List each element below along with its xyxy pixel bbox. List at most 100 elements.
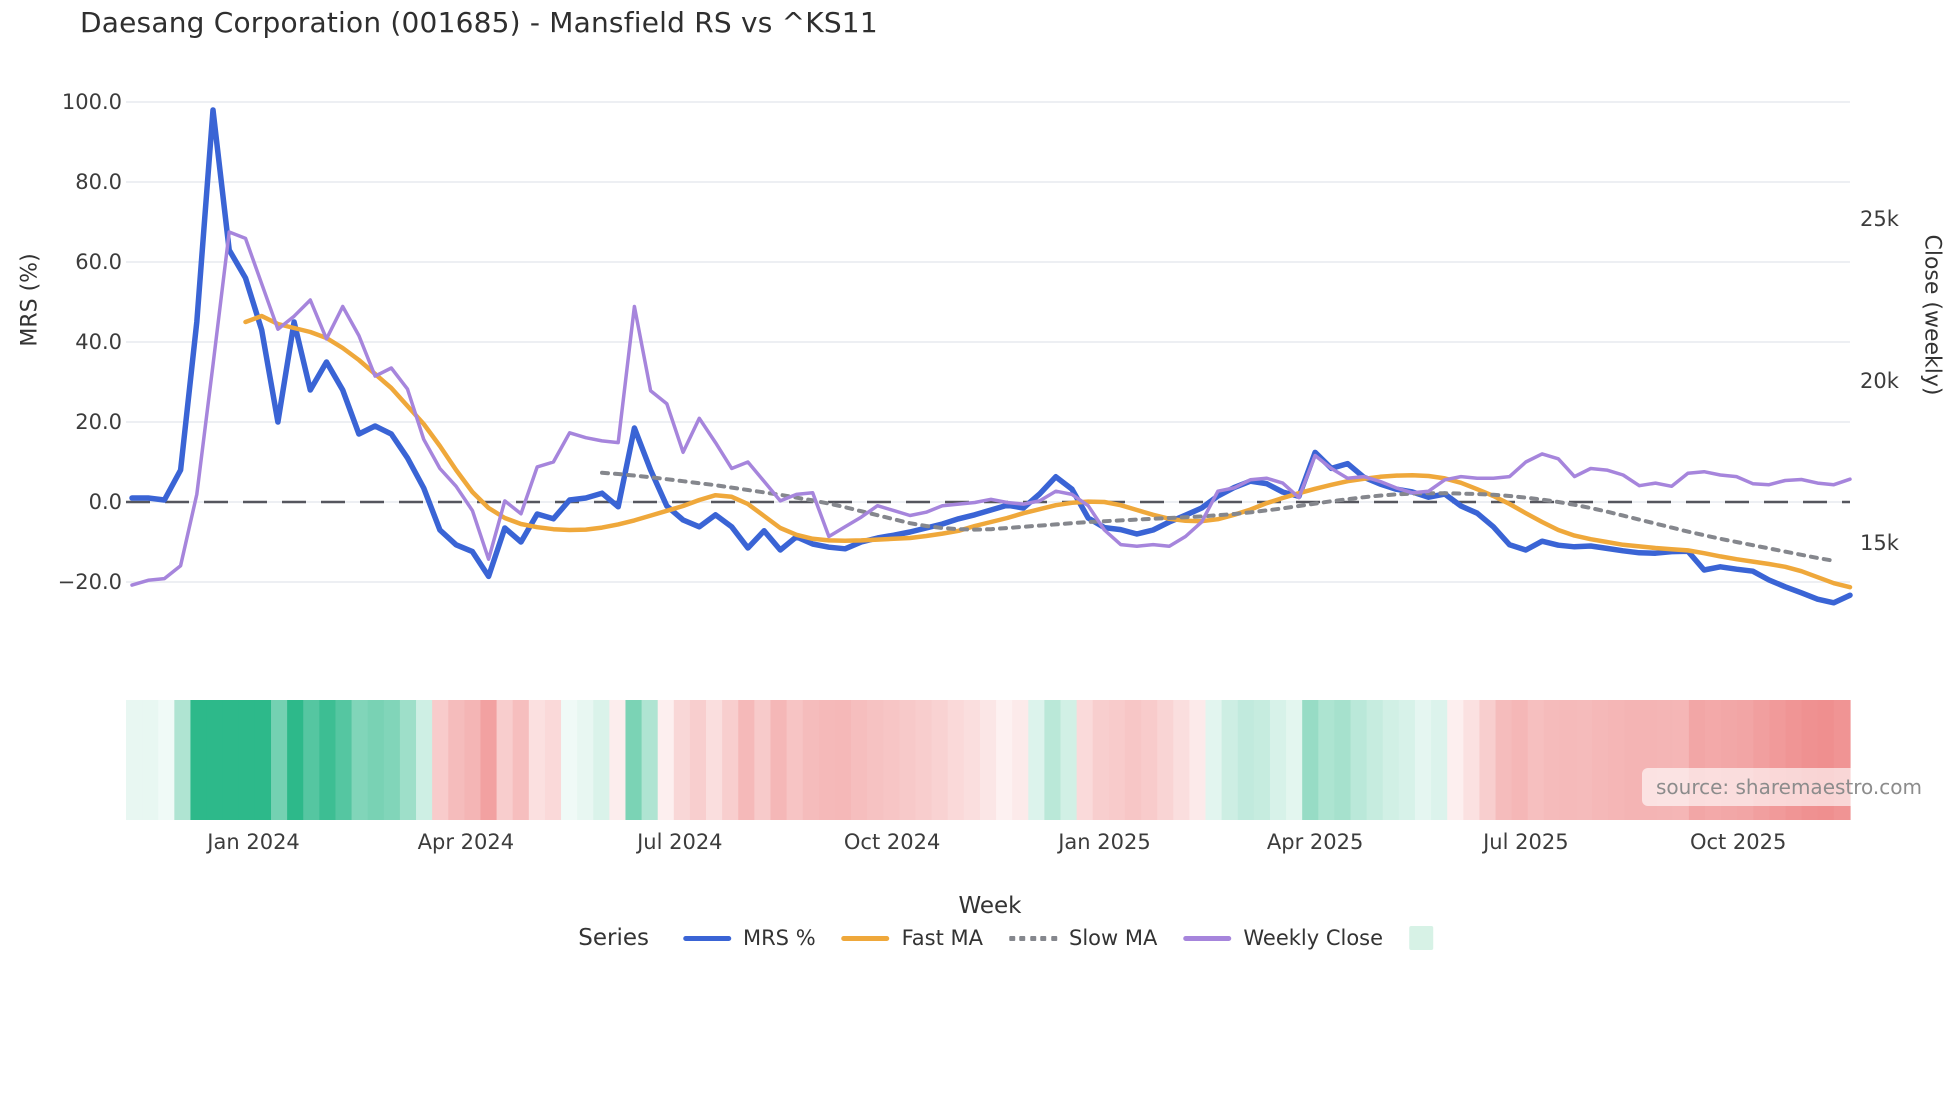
left-axis-title: MRS (%) (17, 253, 43, 347)
heatmap-cell (996, 700, 1013, 820)
heatmap-cell (689, 700, 707, 820)
y-left-tick: 80.0 (75, 170, 122, 194)
series-line-weekly-close (130, 230, 1852, 587)
heatmap-cell (1205, 700, 1223, 820)
heatmap-cell (1124, 700, 1142, 820)
legend-label: Slow MA (1069, 926, 1158, 950)
legend-swatch-heatmap (1409, 926, 1434, 950)
heatmap-cell (142, 700, 159, 820)
heatmap-cell (818, 700, 836, 820)
y-left-tick: 60.0 (75, 250, 122, 274)
heatmap-cell (1398, 700, 1416, 820)
mrs-heatmap-strip (126, 700, 1851, 820)
heatmap-cell (834, 700, 852, 820)
heatmap-cell (238, 700, 256, 820)
x-tick: Oct 2025 (1689, 830, 1787, 854)
heatmap-cell (1269, 700, 1287, 820)
heatmap-cell (1543, 700, 1561, 820)
heatmap-cell (867, 700, 884, 820)
heatmap-cell (206, 700, 224, 820)
heatmap-cell (1221, 700, 1239, 820)
x-tick: Apr 2024 (417, 830, 515, 854)
heatmap-cell (432, 700, 449, 820)
y-left-tick: 0.0 (88, 490, 122, 514)
heatmap-cell (1608, 700, 1626, 820)
heatmap-cell (1044, 700, 1062, 820)
heatmap-cell (126, 700, 143, 820)
heatmap-cell (931, 700, 949, 820)
heatmap-cell (1431, 700, 1448, 820)
heatmap-cell (335, 700, 353, 820)
heatmap-cell (641, 700, 659, 820)
heatmap-cell (544, 700, 562, 820)
heatmap-cell (1527, 700, 1545, 820)
series-line-fast-ma (243, 313, 1853, 590)
heatmap-cell (1463, 700, 1481, 820)
heatmap-cell (657, 700, 675, 820)
heatmap-cell (561, 700, 578, 820)
y-right-tick: 20k (1860, 369, 1899, 393)
legend-label: MRS % (742, 926, 816, 950)
heatmap-cell (1559, 700, 1577, 820)
heatmap-cell (287, 700, 304, 820)
heatmap-cell (528, 700, 546, 820)
heatmap-cell (367, 700, 385, 820)
legend-item-fast-ma: Fast MA (841, 926, 983, 950)
heatmap-cell (593, 700, 610, 820)
legend-title: Series (578, 925, 649, 951)
heatmap-cell (399, 700, 417, 820)
legend-label: Weekly Close (1243, 926, 1384, 950)
heatmap-cell (1253, 700, 1271, 820)
heatmap-cell (1237, 700, 1255, 820)
heatmap-cell (851, 700, 868, 820)
heatmap-cell (480, 700, 498, 820)
heatmap-cell (383, 700, 401, 820)
heatmap-cell (319, 700, 337, 820)
heatmap-cell (979, 700, 997, 820)
heatmap-cell (1318, 700, 1336, 820)
heatmap-cell (722, 700, 739, 820)
heatmap-cell (1141, 700, 1158, 820)
x-axis-title: Week (958, 893, 1022, 919)
legend-item-weekly-close: Weekly Close (1183, 926, 1383, 950)
heatmap-cell (1286, 700, 1303, 820)
page-title: Daesang Corporation (001685) - Mansfield… (80, 6, 878, 39)
heatmap-cell (802, 700, 820, 820)
heatmap-cell (222, 700, 240, 820)
heatmap-cell (673, 700, 691, 820)
heatmap-cell (1414, 700, 1432, 820)
heatmap-cell (416, 700, 433, 820)
heatmap-cell (1189, 700, 1207, 820)
legend-swatch (682, 935, 731, 941)
heatmap-cell (1447, 700, 1464, 820)
y-left-tick: 40.0 (75, 330, 122, 354)
heatmap-cell (1092, 700, 1110, 820)
heatmap-cell (496, 700, 514, 820)
heatmap-cell (351, 700, 369, 820)
heatmap-cell (1076, 700, 1094, 820)
heatmap-cell (1173, 700, 1191, 820)
legend-swatch (1009, 935, 1058, 941)
heatmap-cell (1382, 700, 1400, 820)
x-tick: Jan 2024 (207, 830, 300, 854)
heatmap-cell (1592, 700, 1609, 820)
heatmap-cell (448, 700, 465, 820)
heatmap-cell (1108, 700, 1126, 820)
heatmap-cell (754, 700, 772, 820)
x-tick: Oct 2024 (843, 830, 941, 854)
x-tick: Jul 2025 (1483, 830, 1569, 854)
legend-item-mrs-: MRS % (682, 926, 816, 950)
heatmap-cell (915, 700, 933, 820)
x-tick: Jan 2025 (1058, 830, 1151, 854)
heatmap-cell (1012, 700, 1029, 820)
legend-swatch (841, 935, 890, 941)
heatmap-cell (1302, 700, 1319, 820)
heatmap-cell (158, 700, 175, 820)
right-axis-title: Close (weekly) (1919, 234, 1945, 396)
heatmap-cell (1511, 700, 1529, 820)
heatmap-cell (770, 700, 788, 820)
legend-item-slow-ma: Slow MA (1009, 926, 1157, 950)
heatmap-cell (1060, 700, 1078, 820)
